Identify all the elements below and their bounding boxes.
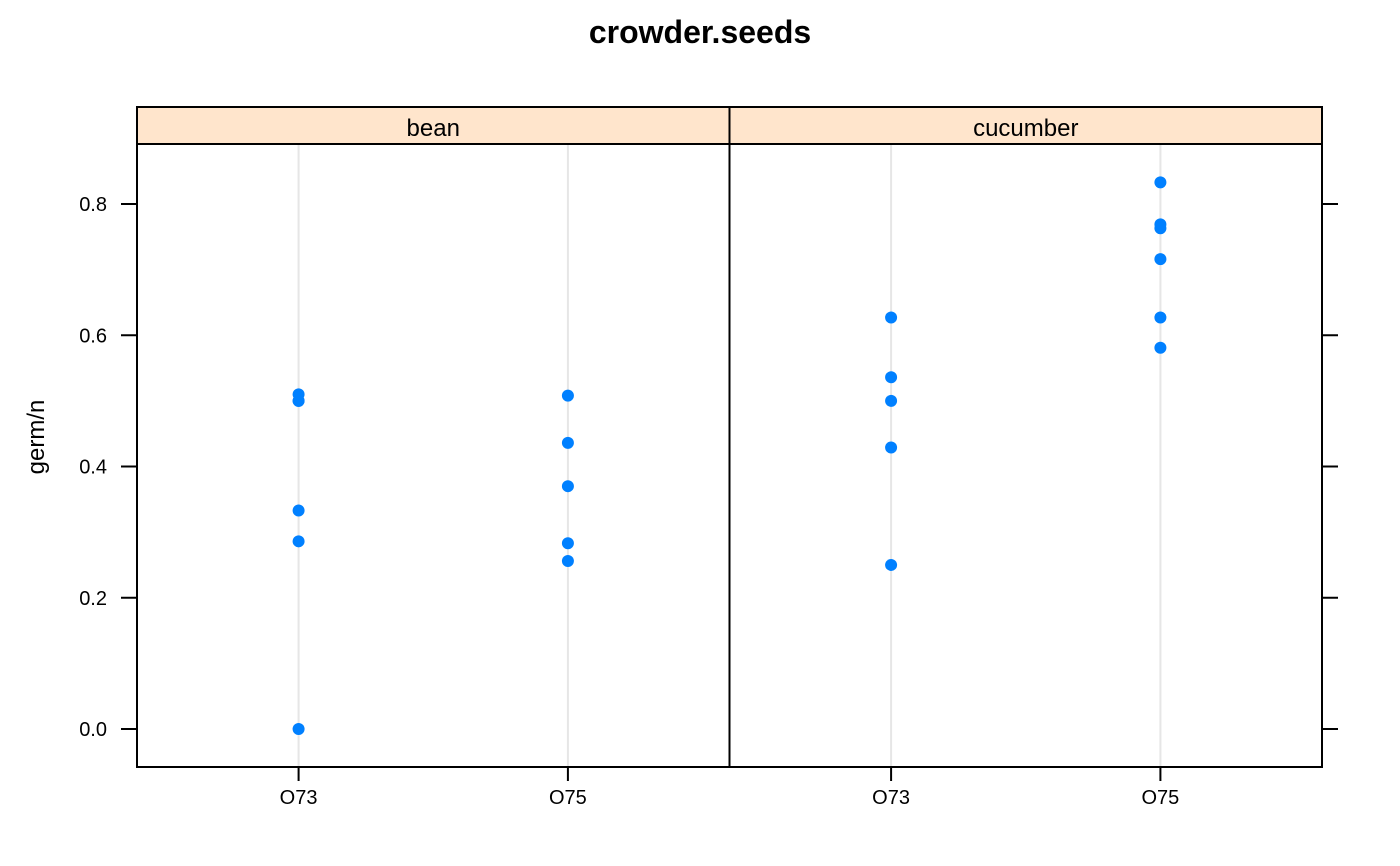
data-point-cucumber-O75 xyxy=(1154,222,1167,235)
panel-border xyxy=(728,106,1323,768)
data-point-cucumber-O73 xyxy=(885,558,898,571)
y-tick-label: 0.8 xyxy=(79,194,107,216)
data-point-cucumber-O75 xyxy=(1154,253,1167,266)
data-point-cucumber-O75 xyxy=(1154,311,1167,324)
data-point-cucumber-O75 xyxy=(1154,176,1167,189)
panel-border xyxy=(136,106,731,768)
data-point-cucumber-O73 xyxy=(885,311,898,324)
data-point-bean-O75 xyxy=(561,436,574,449)
data-point-cucumber-O73 xyxy=(885,441,898,454)
strip-label-bean: bean xyxy=(407,115,460,142)
plot-area: bean cucumber 0.0 0.2 0.4 0.6 0.8 O73 O75 O73 O75 xyxy=(79,106,1338,809)
strip-label-cucumber: cucumber xyxy=(973,115,1078,142)
data-point-cucumber-O73 xyxy=(885,371,898,384)
x-tick-label-O73: O73 xyxy=(280,787,318,809)
data-point-bean-O75 xyxy=(561,555,574,567)
strip-background xyxy=(137,107,730,144)
data-point-bean-O75 xyxy=(561,480,574,493)
chart-title: crowder.seeds xyxy=(589,14,811,50)
y-tick-label: 0.6 xyxy=(79,325,107,347)
strip-background xyxy=(729,107,1322,144)
y-tick-label: 0.2 xyxy=(79,588,107,610)
data-point-bean-O75 xyxy=(561,537,574,550)
data-point-bean-O75 xyxy=(561,389,574,402)
x-tick-label-O75: O75 xyxy=(549,787,587,809)
x-tick-label-O73: O73 xyxy=(872,787,910,809)
data-point-bean-O73 xyxy=(292,394,305,407)
data-point-bean-O73 xyxy=(292,535,305,548)
y-axis-label: germ/n xyxy=(23,400,50,475)
data-point-cucumber-O73 xyxy=(885,394,898,407)
y-tick-label: 0.0 xyxy=(79,719,107,741)
data-point-bean-O73 xyxy=(292,504,305,517)
x-tick-label-O75: O75 xyxy=(1142,787,1180,809)
data-point-bean-O73 xyxy=(292,723,305,735)
data-point-cucumber-O75 xyxy=(1154,341,1167,354)
y-tick-label: 0.4 xyxy=(79,457,107,479)
